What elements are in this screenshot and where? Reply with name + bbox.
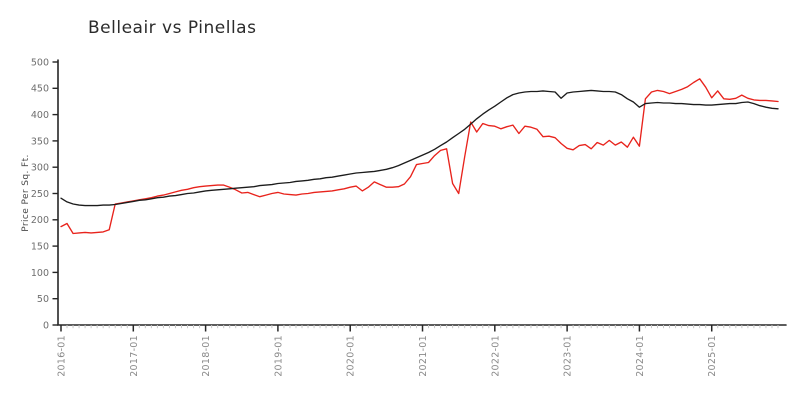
x-tick-label: 2021-01 [418,335,429,377]
x-tick-label: 2016-01 [57,335,68,377]
y-tick-label: 450 [31,84,49,95]
chart-title: Belleair vs Pinellas [88,18,257,38]
x-tick-label: 2024-01 [635,335,646,377]
tick-marks-and-labels: 0 50 100 150 200 250 300 350 400 450 500 2016-01 201… [31,57,779,377]
x-tick-label: 2018-01 [201,335,212,377]
axis-spines [57,59,787,326]
y-tick-label: 0 [43,320,49,331]
y-tick-label: 400 [31,110,49,121]
y-tick-label: 150 [31,242,49,253]
y-tick-label: 300 [31,163,49,174]
x-tick-label: 2022-01 [490,335,501,377]
y-axis-label: Price Per Sq. Ft. [21,154,31,232]
y-tick-label: 350 [31,136,49,147]
y-tick-label: 500 [31,57,49,68]
y-tick-label: 100 [31,268,49,279]
y-tick-label: 250 [31,189,49,200]
pinellas-series-line [60,89,779,207]
x-tick-label: 2020-01 [346,335,357,377]
x-tick-label: 2019-01 [273,335,284,377]
x-tick-label: 2017-01 [129,335,140,377]
axes [57,59,787,326]
x-tick-label: 2025-01 [707,335,718,377]
belleair-series-line [60,78,779,235]
y-tick-label: 50 [37,294,49,305]
y-tick-label: 200 [31,215,49,226]
series-lines [60,78,779,235]
x-tick-label: 2023-01 [563,335,574,377]
